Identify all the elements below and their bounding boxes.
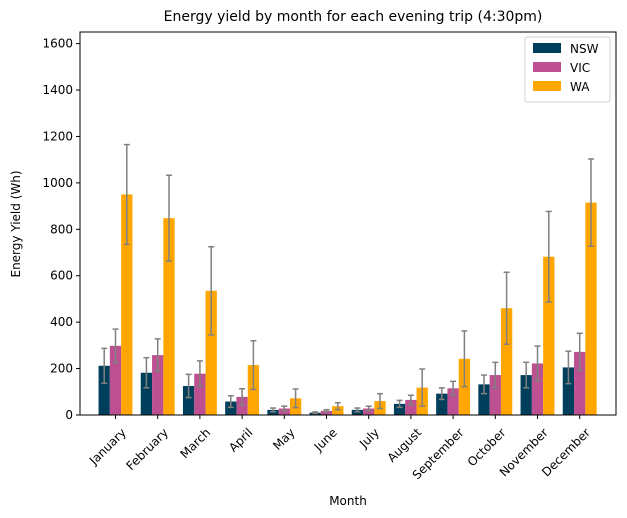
error-bar-vic-january: [112, 328, 119, 364]
error-bar-vic-december: [576, 332, 583, 372]
bar-nsw-october: [478, 384, 490, 415]
bar-wa-december: [585, 202, 597, 415]
error-bar-nsw-july: [354, 407, 361, 413]
error-bar-vic-november: [534, 345, 541, 382]
x-axis-label: Month: [329, 494, 367, 508]
bar-vic-october: [489, 375, 501, 415]
bar-nsw-november: [520, 375, 532, 415]
error-bar-vic-february: [154, 338, 161, 373]
bar-nsw-december: [562, 367, 575, 415]
legend-swatch-nsw: [533, 43, 561, 53]
bar-vic-june: [320, 410, 333, 415]
y-tick-label: 1200: [42, 129, 73, 143]
legend-label-nsw: NSW: [570, 42, 599, 56]
error-bar-vic-september: [450, 380, 457, 397]
legend-label-vic: VIC: [570, 61, 590, 75]
y-tick-label: 600: [50, 269, 73, 283]
x-tick-label-april: April: [226, 425, 255, 454]
legend-label-wa: WA: [570, 80, 590, 94]
error-bar-wa-july: [377, 392, 383, 410]
error-bar-nsw-september: [438, 387, 445, 401]
error-bar-nsw-january: [101, 347, 108, 384]
bar-wa-june: [332, 406, 344, 415]
x-tick-label-july: July: [356, 425, 382, 451]
bar-vic-september: [447, 388, 459, 415]
error-bar-nsw-october: [481, 374, 487, 395]
error-bar-nsw-august: [396, 399, 403, 409]
bar-vic-november: [531, 363, 544, 415]
y-axis-label: Energy Yield (Wh): [9, 170, 23, 277]
x-tick-label-february: February: [124, 425, 172, 473]
error-bar-nsw-november: [523, 361, 530, 389]
bar-vic-july: [363, 408, 375, 415]
y-axis: 0 200 400 600 800 1000 1200 1400 1600: [42, 37, 80, 422]
error-bar-vic-july: [365, 405, 372, 412]
x-tick-label-august: August: [385, 425, 425, 465]
bar-wa-october: [500, 308, 513, 415]
error-bar-wa-december: [588, 158, 594, 247]
error-bar-vic-march: [196, 360, 203, 388]
bar-wa-november: [543, 256, 555, 415]
bar-nsw-february: [140, 372, 153, 415]
bar-vic-april: [236, 396, 248, 415]
chart-title: Energy yield by month for each evening t…: [164, 9, 543, 25]
y-tick-label: 800: [50, 222, 73, 236]
error-bar-vic-october: [492, 361, 499, 389]
bar-nsw-april: [225, 401, 237, 415]
error-bar-nsw-february: [143, 356, 150, 389]
bar-nsw-september: [436, 393, 448, 415]
y-tick-label: 1400: [42, 83, 73, 97]
error-bar-nsw-march: [185, 373, 192, 399]
error-bar-wa-april: [250, 339, 257, 391]
x-tick-label-march: March: [177, 425, 213, 461]
x-tick-label-june: June: [311, 425, 340, 454]
bar-nsw-august: [393, 403, 406, 415]
error-bar-wa-may: [292, 388, 299, 409]
error-bar-vic-april: [239, 388, 246, 406]
y-tick-label: 0: [65, 408, 73, 422]
bar-nsw-march: [182, 385, 195, 415]
error-bar-wa-march: [208, 245, 215, 336]
bar-wa-february: [163, 218, 175, 415]
y-tick-label: 1600: [42, 37, 73, 51]
error-bar-nsw-june: [312, 411, 319, 415]
bar-vic-march: [194, 373, 206, 415]
error-bar-nsw-december: [565, 350, 572, 385]
legend-swatch-vic: [533, 62, 561, 72]
error-bar-vic-may: [281, 405, 288, 412]
bar-nsw-january: [98, 365, 110, 415]
error-bar-vic-august: [407, 394, 414, 406]
error-bar-wa-november: [545, 210, 552, 303]
bar-vic-august: [405, 399, 417, 415]
bar-wa-march: [205, 290, 217, 415]
error-bar-wa-august: [419, 368, 426, 407]
error-bar-nsw-april: [227, 394, 234, 409]
bar-vic-february: [152, 355, 164, 415]
bar-wa-january: [121, 194, 133, 415]
error-bar-wa-february: [166, 174, 172, 262]
y-tick-label: 200: [50, 362, 73, 376]
error-bar-wa-june: [334, 401, 341, 411]
error-bar-nsw-may: [270, 407, 276, 413]
bar-vic-december: [574, 351, 586, 415]
error-bar-wa-january: [123, 143, 130, 246]
y-tick-label: 1000: [42, 176, 73, 190]
x-tick-label-may: May: [270, 425, 297, 452]
error-bar-wa-september: [461, 330, 468, 388]
plot-area: [98, 143, 597, 415]
legend-swatch-wa: [533, 81, 561, 91]
x-tick-label-october: October: [465, 425, 509, 469]
x-tick-label-january: January: [86, 425, 129, 468]
bar-vic-may: [278, 408, 290, 415]
legend: NSW VIC WA: [524, 36, 611, 103]
plot-frame: [79, 31, 617, 416]
error-bar-wa-october: [503, 271, 510, 345]
error-bar-vic-june: [323, 408, 330, 413]
y-tick-label: 400: [50, 315, 73, 329]
bar-vic-january: [109, 345, 122, 415]
